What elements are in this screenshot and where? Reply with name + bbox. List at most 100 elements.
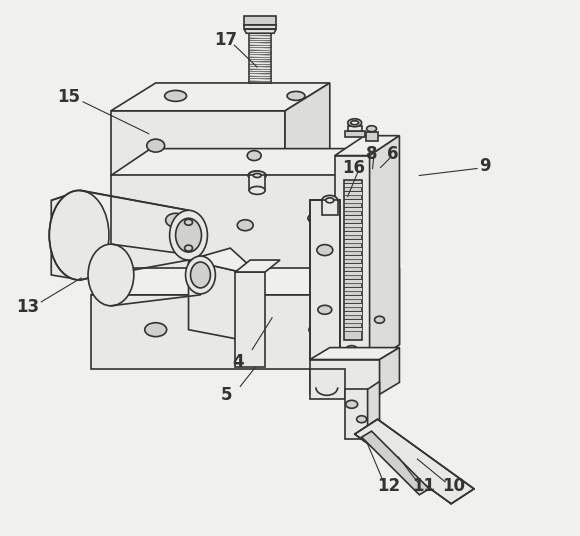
Polygon shape (310, 347, 400, 360)
Polygon shape (361, 431, 429, 495)
Ellipse shape (317, 244, 333, 256)
Polygon shape (344, 223, 361, 227)
Polygon shape (344, 271, 361, 275)
Polygon shape (344, 199, 361, 203)
Ellipse shape (237, 220, 253, 230)
Polygon shape (244, 25, 276, 29)
Ellipse shape (308, 214, 322, 223)
Text: 8: 8 (366, 145, 378, 162)
Polygon shape (344, 255, 361, 259)
Polygon shape (344, 263, 361, 267)
Text: 13: 13 (16, 298, 39, 316)
Ellipse shape (253, 174, 261, 177)
Ellipse shape (166, 213, 186, 227)
Polygon shape (111, 83, 330, 111)
Text: 11: 11 (412, 477, 435, 495)
Ellipse shape (358, 229, 367, 235)
Ellipse shape (367, 126, 376, 132)
Polygon shape (345, 131, 365, 137)
Polygon shape (91, 268, 400, 295)
Polygon shape (344, 287, 361, 291)
Ellipse shape (186, 256, 215, 294)
Text: 4: 4 (233, 353, 244, 370)
Polygon shape (111, 148, 379, 175)
Text: 16: 16 (342, 159, 365, 176)
Ellipse shape (49, 190, 109, 280)
Polygon shape (344, 231, 361, 235)
Ellipse shape (357, 416, 367, 423)
Ellipse shape (351, 121, 358, 125)
Polygon shape (91, 295, 360, 369)
Ellipse shape (147, 139, 165, 152)
Polygon shape (344, 181, 361, 340)
Polygon shape (344, 311, 361, 315)
Polygon shape (344, 303, 361, 307)
Polygon shape (344, 295, 361, 299)
Polygon shape (354, 419, 474, 504)
Text: 10: 10 (443, 477, 466, 495)
Polygon shape (344, 247, 361, 251)
Ellipse shape (248, 171, 264, 180)
Ellipse shape (375, 316, 385, 323)
Polygon shape (322, 200, 338, 215)
Ellipse shape (247, 151, 261, 161)
Polygon shape (369, 136, 400, 364)
Polygon shape (344, 327, 361, 331)
Ellipse shape (88, 244, 134, 306)
Ellipse shape (248, 171, 266, 180)
Polygon shape (344, 183, 361, 188)
Polygon shape (81, 190, 188, 210)
Polygon shape (345, 389, 368, 439)
Ellipse shape (169, 210, 208, 260)
Text: 15: 15 (57, 88, 81, 106)
Ellipse shape (235, 333, 255, 346)
Ellipse shape (309, 324, 327, 335)
Text: 6: 6 (387, 145, 398, 162)
Polygon shape (344, 207, 361, 211)
Polygon shape (235, 272, 265, 368)
Polygon shape (285, 83, 330, 175)
Ellipse shape (287, 92, 305, 100)
Polygon shape (235, 260, 280, 272)
Polygon shape (365, 132, 378, 140)
Polygon shape (344, 191, 361, 196)
Polygon shape (51, 190, 81, 200)
Ellipse shape (190, 262, 211, 288)
Text: 12: 12 (377, 477, 400, 495)
Polygon shape (344, 239, 361, 243)
Polygon shape (340, 148, 379, 295)
Ellipse shape (249, 187, 265, 195)
Polygon shape (244, 29, 276, 33)
Ellipse shape (145, 323, 166, 337)
Ellipse shape (322, 196, 338, 205)
Text: 17: 17 (214, 31, 237, 49)
Ellipse shape (346, 307, 361, 316)
Ellipse shape (165, 91, 187, 101)
Polygon shape (111, 111, 285, 175)
Polygon shape (344, 279, 361, 283)
Ellipse shape (176, 218, 201, 252)
Text: 5: 5 (220, 386, 232, 404)
Polygon shape (188, 260, 240, 340)
Ellipse shape (346, 400, 358, 408)
Polygon shape (360, 268, 400, 369)
Polygon shape (244, 16, 276, 25)
Polygon shape (344, 215, 361, 219)
Ellipse shape (347, 119, 361, 126)
Ellipse shape (326, 198, 334, 203)
Polygon shape (379, 347, 400, 394)
Ellipse shape (318, 306, 332, 314)
Polygon shape (335, 136, 400, 155)
Polygon shape (368, 382, 379, 439)
Ellipse shape (184, 219, 193, 225)
Polygon shape (111, 175, 340, 295)
Ellipse shape (349, 191, 361, 199)
Ellipse shape (184, 245, 193, 251)
Polygon shape (335, 155, 369, 364)
Polygon shape (310, 369, 345, 399)
Ellipse shape (346, 346, 358, 354)
Polygon shape (310, 200, 340, 360)
Text: 9: 9 (479, 157, 491, 175)
Polygon shape (344, 319, 361, 323)
Polygon shape (249, 175, 265, 190)
